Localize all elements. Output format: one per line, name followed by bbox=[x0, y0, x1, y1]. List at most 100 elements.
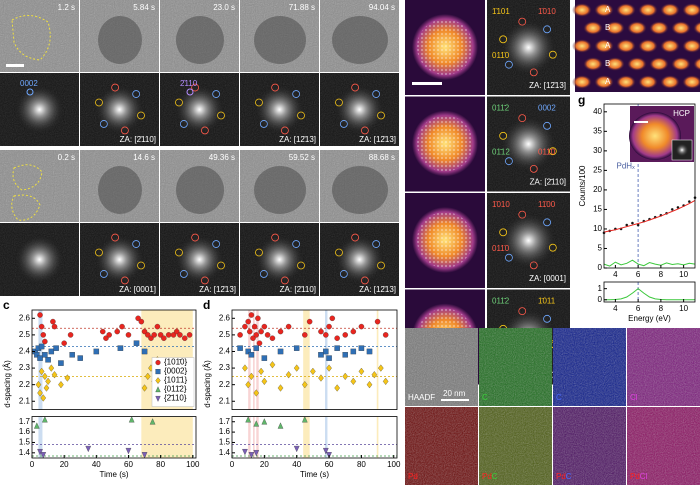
x-tick-label: 60 bbox=[325, 460, 334, 469]
atom-column bbox=[660, 3, 680, 17]
image-noise bbox=[240, 0, 319, 72]
point bbox=[33, 422, 40, 429]
fft-spot bbox=[191, 83, 200, 92]
point bbox=[48, 364, 55, 372]
point bbox=[277, 422, 284, 429]
y-tick-label: 2.6 bbox=[219, 313, 231, 322]
map-label: PdC bbox=[482, 472, 498, 481]
fft-spot bbox=[26, 88, 34, 96]
highlight-band bbox=[253, 310, 255, 410]
fft-spot bbox=[529, 261, 538, 270]
legend-marker bbox=[155, 377, 161, 384]
image-noise bbox=[627, 407, 700, 485]
highlight-band bbox=[141, 416, 193, 458]
atom-column bbox=[660, 39, 680, 53]
point bbox=[277, 328, 284, 335]
point bbox=[631, 221, 634, 225]
fft-spot bbox=[360, 126, 369, 135]
point bbox=[318, 352, 324, 358]
point bbox=[45, 357, 51, 363]
point bbox=[269, 335, 276, 341]
highlight-band bbox=[248, 310, 251, 410]
time-label: 71.88 s bbox=[289, 3, 315, 12]
point bbox=[119, 323, 125, 330]
atom-column bbox=[627, 21, 647, 35]
highlight-band bbox=[376, 310, 379, 410]
point bbox=[186, 332, 193, 338]
axes-frame bbox=[231, 309, 398, 410]
point bbox=[277, 384, 284, 392]
map-label-part: C bbox=[566, 472, 572, 481]
panel-label: g bbox=[578, 93, 585, 107]
point bbox=[245, 416, 252, 423]
point bbox=[138, 318, 145, 325]
fft-spot bbox=[339, 120, 348, 128]
zone-axis: ZA: [12̄13] bbox=[359, 135, 396, 144]
fft-spot bbox=[255, 98, 263, 107]
point bbox=[334, 345, 340, 351]
atom-column bbox=[671, 57, 691, 71]
x-tick-label: 20 bbox=[260, 460, 269, 469]
lattice bbox=[417, 19, 473, 75]
image-noise bbox=[479, 328, 552, 406]
fft-spot bbox=[518, 210, 527, 219]
fft-spot bbox=[548, 50, 557, 59]
point bbox=[128, 416, 135, 423]
point bbox=[99, 328, 106, 335]
stack-label: B bbox=[605, 23, 610, 32]
point bbox=[40, 452, 47, 459]
zone-axis: ZA: [2̄110] bbox=[120, 135, 156, 144]
point bbox=[250, 335, 256, 341]
highlight-band bbox=[325, 310, 328, 410]
fft-spot bbox=[95, 98, 103, 107]
fft-spot bbox=[543, 314, 551, 323]
point bbox=[154, 323, 161, 330]
point bbox=[322, 447, 329, 455]
point bbox=[141, 328, 148, 335]
point bbox=[51, 371, 58, 379]
y-tick-label: 5 bbox=[598, 244, 603, 253]
fft-spot bbox=[351, 233, 360, 242]
atom-column bbox=[616, 39, 636, 53]
point bbox=[245, 381, 251, 389]
legend-marker bbox=[155, 369, 161, 375]
legend-label: {101̄1} bbox=[164, 376, 187, 385]
y-tick-label: 20 bbox=[593, 185, 602, 194]
point bbox=[318, 328, 324, 335]
fft-spot bbox=[217, 261, 225, 270]
y-tick-label: 40 bbox=[593, 107, 602, 116]
fft-spot bbox=[259, 120, 268, 128]
zone-axis: ZA: [2̄110] bbox=[530, 178, 566, 187]
fft-spot bbox=[271, 233, 280, 242]
point bbox=[261, 377, 268, 385]
point bbox=[42, 338, 48, 345]
x-tick-label: 0 bbox=[230, 460, 235, 469]
spot-label: 01̄12 bbox=[492, 148, 510, 157]
x-tick-label: 40 bbox=[292, 460, 301, 469]
fft-spot bbox=[99, 120, 108, 128]
point bbox=[93, 348, 100, 355]
fft-spot bbox=[191, 233, 200, 242]
fft-spot bbox=[529, 68, 538, 77]
fft-center bbox=[93, 233, 146, 286]
point bbox=[248, 452, 255, 459]
fft-spot bbox=[351, 83, 360, 92]
scale-bar bbox=[634, 121, 648, 123]
point bbox=[245, 318, 251, 325]
spot-label: 011̄0 bbox=[492, 51, 510, 60]
fft-spot bbox=[259, 270, 268, 278]
point bbox=[302, 381, 308, 389]
map-label-part: Pd bbox=[556, 472, 566, 481]
axes-frame bbox=[31, 309, 197, 410]
y-tick-label: 2.5 bbox=[19, 330, 31, 339]
point bbox=[45, 377, 51, 385]
fft-spot bbox=[137, 261, 145, 270]
y-tick-label: 0 bbox=[598, 263, 603, 272]
point bbox=[148, 335, 154, 341]
map-label-part: C bbox=[556, 393, 562, 402]
image-noise bbox=[320, 150, 399, 222]
y-tick-label: 2.4 bbox=[219, 347, 231, 356]
point bbox=[77, 355, 83, 361]
highlight-band bbox=[38, 416, 43, 458]
